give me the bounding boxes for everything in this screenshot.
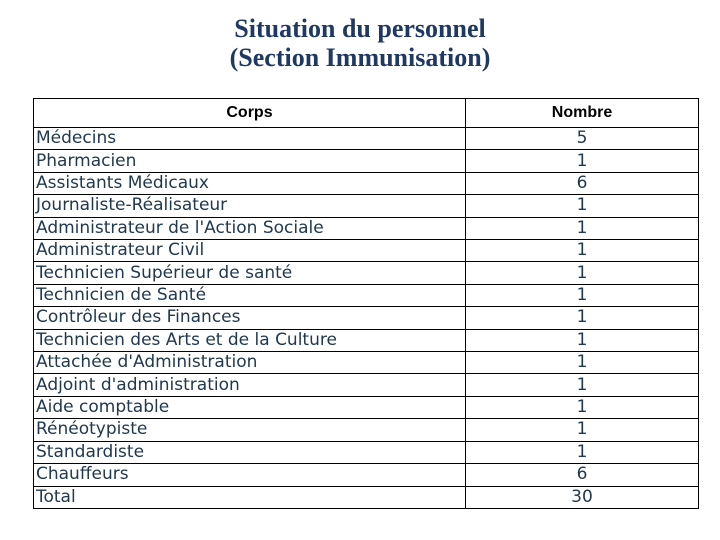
- nombre-cell: 1: [465, 395, 699, 420]
- slide-title: Situation du personnel (Section Immunisa…: [0, 14, 720, 72]
- corps-cell: Technicien des Arts et de la Culture: [33, 328, 466, 353]
- table-row: Médecins 5: [33, 126, 699, 151]
- nombre-cell: 5: [465, 126, 699, 151]
- table-row: Adjoint d'administration 1: [33, 373, 699, 397]
- corps-cell: Journaliste-Réalisateur: [33, 194, 466, 218]
- corps-cell: Attachée d'Administration: [33, 351, 466, 375]
- table-row: Aide comptable 1: [33, 395, 699, 420]
- nombre-cell: 1: [465, 328, 699, 353]
- nombre-cell: 1: [465, 194, 699, 218]
- nombre-cell: 1: [465, 418, 699, 442]
- table-row: Journaliste-Réalisateur 1: [33, 194, 699, 218]
- corps-cell: Technicien Supérieur de santé: [33, 261, 466, 285]
- table-body: Médecins 5 Pharmacien 1 Assistants Médicaux 6…: [33, 126, 699, 509]
- table-row: Standardiste 1: [33, 440, 699, 465]
- nombre-cell: 1: [465, 440, 699, 465]
- corps-cell: Pharmacien: [33, 149, 466, 173]
- table-row: Rénéotypiste 1: [33, 418, 699, 442]
- table-row: Technicien des Arts et de la Culture 1: [33, 328, 699, 353]
- table-row: Technicien Supérieur de santé 1: [33, 261, 699, 285]
- table-row: Technicien de Santé 1: [33, 283, 699, 308]
- nombre-cell: 1: [465, 239, 699, 263]
- corps-cell: Rénéotypiste: [33, 418, 466, 442]
- nombre-column-header: Nombre: [465, 98, 699, 128]
- corps-cell: Contrôleur des Finances: [33, 306, 466, 330]
- table-row: Contrôleur des Finances 1: [33, 306, 699, 330]
- table-row: Administrateur de l'Action Sociale 1: [33, 216, 699, 241]
- nombre-cell: 1: [465, 351, 699, 375]
- slide-title-line1: Situation du personnel: [234, 14, 486, 43]
- corps-cell: Total: [33, 485, 466, 509]
- table-row: Assistants Médicaux 6: [33, 171, 699, 196]
- nombre-cell: 1: [465, 261, 699, 285]
- corps-cell: Assistants Médicaux: [33, 171, 466, 196]
- corps-cell: Standardiste: [33, 440, 466, 465]
- table-header: Corps Nombre: [33, 98, 699, 128]
- corps-cell: Adjoint d'administration: [33, 373, 466, 397]
- slide-title-line2: (Section Immunisation): [229, 43, 491, 72]
- nombre-cell: 1: [465, 306, 699, 330]
- nombre-cell: 6: [465, 463, 699, 487]
- table-row: Total 30: [33, 485, 699, 509]
- corps-column-header: Corps: [33, 98, 466, 128]
- nombre-cell: 1: [465, 216, 699, 241]
- table-row: Pharmacien 1: [33, 149, 699, 173]
- nombre-cell: 1: [465, 149, 699, 173]
- corps-cell: Administrateur de l'Action Sociale: [33, 216, 466, 241]
- nombre-cell: 1: [465, 373, 699, 397]
- nombre-cell: 1: [465, 283, 699, 308]
- corps-cell: Aide comptable: [33, 395, 466, 420]
- corps-cell: Chauffeurs: [33, 463, 466, 487]
- table-row: Administrateur Civil 1: [33, 239, 699, 263]
- table-header-row: Corps Nombre: [33, 98, 699, 128]
- table-row: Attachée d'Administration 1: [33, 351, 699, 375]
- corps-cell: Technicien de Santé: [33, 283, 466, 308]
- personnel-table: Corps Nombre Médecins 5 Pharmacien 1 Assista…: [33, 98, 699, 509]
- table-row: Chauffeurs 6: [33, 463, 699, 487]
- corps-cell: Médecins: [33, 126, 466, 151]
- nombre-cell: 30: [465, 485, 699, 509]
- corps-cell: Administrateur Civil: [33, 239, 466, 263]
- nombre-cell: 6: [465, 171, 699, 196]
